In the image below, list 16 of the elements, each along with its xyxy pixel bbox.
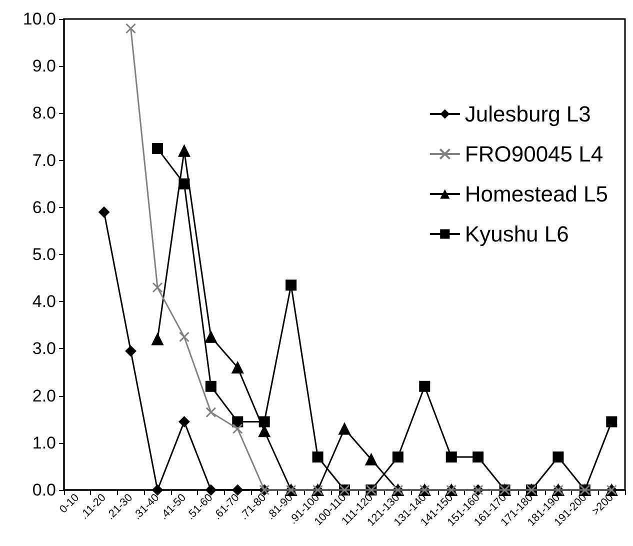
y-tick-label: 10.0 — [22, 10, 56, 28]
legend-label: Julesburg L3 — [464, 102, 591, 126]
y-tick-label: 2.0 — [32, 386, 56, 406]
y-tick-label: 1.0 — [32, 433, 56, 452]
y-tick-label: 0.0 — [32, 480, 56, 500]
y-tick-label: 8.0 — [32, 104, 56, 123]
y-tick-label: 7.0 — [32, 150, 56, 170]
y-tick-label: 4.0 — [32, 292, 56, 312]
x-tick-label: 0-10 — [58, 492, 82, 516]
legend-label: Kyushu L6 — [464, 222, 569, 246]
y-tick-label: 5.0 — [32, 245, 56, 264]
y-tick-label: 6.0 — [32, 198, 56, 217]
legend-label: FRO90045 L4 — [464, 142, 604, 166]
y-tick-label: 9.0 — [32, 56, 56, 76]
y-tick-label: 3.0 — [32, 339, 56, 358]
legend-label: Homestead L5 — [464, 182, 608, 206]
